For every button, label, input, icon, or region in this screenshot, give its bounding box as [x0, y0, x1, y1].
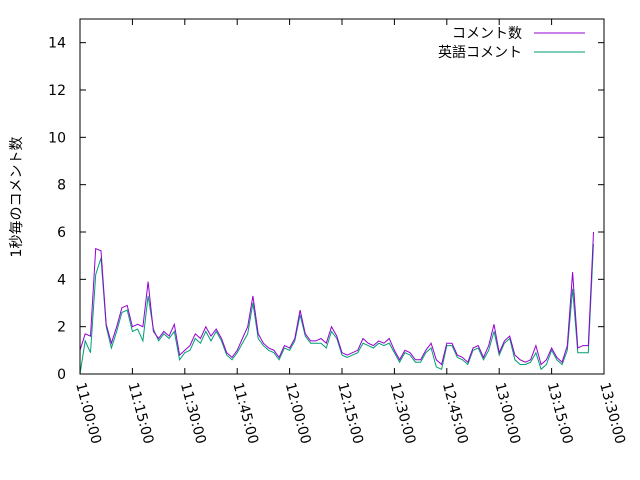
tick-layer: 0 2 4 6 8 10 12 14 11:00:00 11:15:00 11:30:00 11:45…	[48, 19, 628, 446]
x-tick-label: 12:15:00	[334, 381, 366, 446]
y-tick-label: 4	[57, 272, 66, 288]
y-tick-label: 12	[48, 83, 66, 99]
y-tick-label: 14	[48, 36, 66, 52]
x-tick-label: 11:15:00	[125, 381, 157, 446]
series-line	[79, 243, 594, 375]
x-tick-label: 11:00:00	[72, 381, 104, 446]
y-tick-label: 8	[57, 178, 66, 194]
x-tick-label: 12:30:00	[387, 381, 419, 446]
y-tick-label: 0	[57, 367, 66, 383]
x-tick-label: 13:15:00	[544, 381, 576, 446]
x-tick-label: 13:00:00	[491, 381, 523, 446]
x-tick-label: 12:00:00	[282, 381, 314, 446]
legend-label: 英語コメント	[438, 44, 522, 61]
x-tick-label: 11:45:00	[229, 381, 261, 446]
x-tick-label: 11:30:00	[177, 381, 209, 446]
y-axis-label: 1秒毎のコメント数	[9, 137, 25, 258]
x-tick-label: 13:30:00	[596, 381, 628, 446]
y-tick-label: 2	[57, 320, 66, 336]
series-layer	[79, 231, 594, 375]
x-tick-label: 12:45:00	[439, 381, 471, 446]
y-tick-label: 6	[57, 225, 66, 241]
legend-label: コメント数	[452, 26, 522, 42]
series-line	[79, 231, 594, 366]
y-tick-label: 10	[48, 130, 66, 146]
plot-frame	[79, 18, 605, 375]
